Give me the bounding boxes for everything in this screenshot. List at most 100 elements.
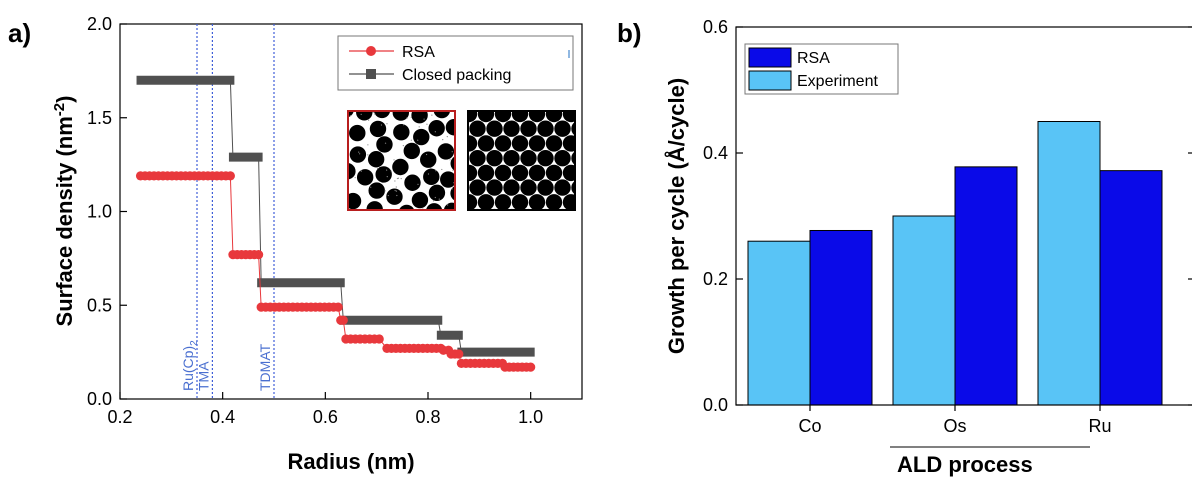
packed-disk <box>537 149 554 167</box>
packed-disk <box>452 209 468 225</box>
surface-site <box>427 173 430 175</box>
surface-site <box>380 124 383 126</box>
packed-disk <box>520 91 536 107</box>
packed-disk <box>571 150 576 166</box>
adsorbed-disk <box>420 151 437 168</box>
data-point <box>254 250 264 260</box>
surface-site <box>360 113 362 115</box>
packed-disk <box>528 110 546 123</box>
surface-site <box>451 188 453 190</box>
reference-line-label-text: TDMAT <box>257 343 273 391</box>
adsorbed-disk <box>428 184 446 202</box>
surface-site <box>417 183 419 185</box>
packed-disk <box>537 91 553 107</box>
packed-disk <box>597 106 613 122</box>
panel-b: b) 0.0 0.2 0.4 0.6 Co Os Ru Growth per cycle (… <box>617 17 1192 477</box>
packed-disk <box>478 224 494 240</box>
packed-disk <box>520 120 537 137</box>
legend-swatch-experiment <box>748 70 792 91</box>
adsorbed-disk <box>392 158 409 176</box>
y-axis-label-main: Surface density (nm <box>52 116 77 326</box>
packed-disk <box>554 149 571 167</box>
packed-disk <box>503 179 520 196</box>
packed-disk <box>467 164 478 182</box>
packed-disk <box>467 135 478 152</box>
surface-site <box>367 144 369 146</box>
adsorbed-disk <box>428 120 445 137</box>
packed-disk <box>605 179 621 195</box>
adsorbed-disk <box>443 202 456 211</box>
packed-disk <box>562 164 576 182</box>
data-series <box>135 75 536 372</box>
adsorbed-disk <box>367 151 385 168</box>
surface-site <box>449 159 451 161</box>
surface-site <box>395 190 398 192</box>
surface-site <box>386 123 388 125</box>
surface-site <box>446 204 449 206</box>
x-tick-label: 0.8 <box>415 407 440 427</box>
series-rsa <box>135 171 536 372</box>
legend-label-closed-packing: Closed packing <box>402 67 511 84</box>
y-tick-label: 1.0 <box>87 202 112 222</box>
packed-disk <box>477 194 495 211</box>
surface-site <box>452 169 454 172</box>
y-tick-label: 1.5 <box>87 108 112 128</box>
packed-disk <box>545 194 563 211</box>
packed-disk <box>562 135 576 152</box>
surface-site <box>446 136 448 138</box>
adsorbed-disk <box>413 128 430 146</box>
reference-line-label: Ru(Cp)2 <box>180 340 200 391</box>
x-axis-title: Radius (nm) <box>287 449 414 474</box>
legend-box <box>337 35 574 91</box>
adsorbed-disk <box>373 110 391 119</box>
packed-disk <box>554 179 571 196</box>
surface-site <box>402 145 404 147</box>
surface-site <box>410 139 412 141</box>
packed-disk <box>597 165 613 181</box>
surface-site <box>417 139 419 141</box>
rsa-packing-image <box>347 110 456 211</box>
adsorbed-disk <box>423 168 440 186</box>
surface-site <box>349 115 352 117</box>
packed-disk <box>511 135 529 152</box>
packed-disk <box>469 91 485 107</box>
packed-disk <box>539 208 552 211</box>
panel-b-legend: RSA Experiment <box>744 43 899 95</box>
packed-disk <box>494 135 512 152</box>
data-point <box>225 171 235 181</box>
packed-disk <box>554 120 571 137</box>
packed-disk <box>503 149 520 167</box>
surface-site <box>370 186 372 188</box>
surface-site <box>359 153 361 155</box>
closed-packing-image <box>452 91 621 240</box>
packed-disk <box>469 149 486 167</box>
surface-site <box>434 131 436 133</box>
adsorbed-disk <box>392 110 410 121</box>
packed-disk <box>494 164 512 182</box>
data-point-run <box>257 278 345 288</box>
legend-label-experiment: Experiment <box>797 73 878 90</box>
packed-disk <box>571 180 576 196</box>
packed-disk <box>522 208 535 211</box>
packed-disk <box>597 135 613 151</box>
surface-site <box>358 151 360 153</box>
y-tick-label: 0.0 <box>87 389 112 409</box>
panel-a-label: a) <box>8 18 31 48</box>
surface-site <box>394 180 396 182</box>
adsorbed-disk <box>437 143 455 160</box>
data-point <box>526 362 536 372</box>
surface-site <box>400 177 402 180</box>
x-axis-label: Radius (nm) <box>287 449 414 474</box>
legend-marker-closed-packing <box>366 69 376 79</box>
series-rsa <box>809 166 1163 406</box>
surface-site <box>384 142 387 144</box>
packed-disk <box>605 91 621 107</box>
axis-ticks: 0.0 0.2 0.4 0.6 Co Os Ru <box>703 17 1192 436</box>
adsorbed-disk <box>368 182 385 199</box>
legend-swatch-rsa <box>748 47 792 68</box>
adsorbed-disk <box>450 185 456 202</box>
y-tick-label: 0.2 <box>703 269 728 289</box>
packed-disk <box>467 110 478 123</box>
y-tick-label: 0.6 <box>703 17 728 37</box>
